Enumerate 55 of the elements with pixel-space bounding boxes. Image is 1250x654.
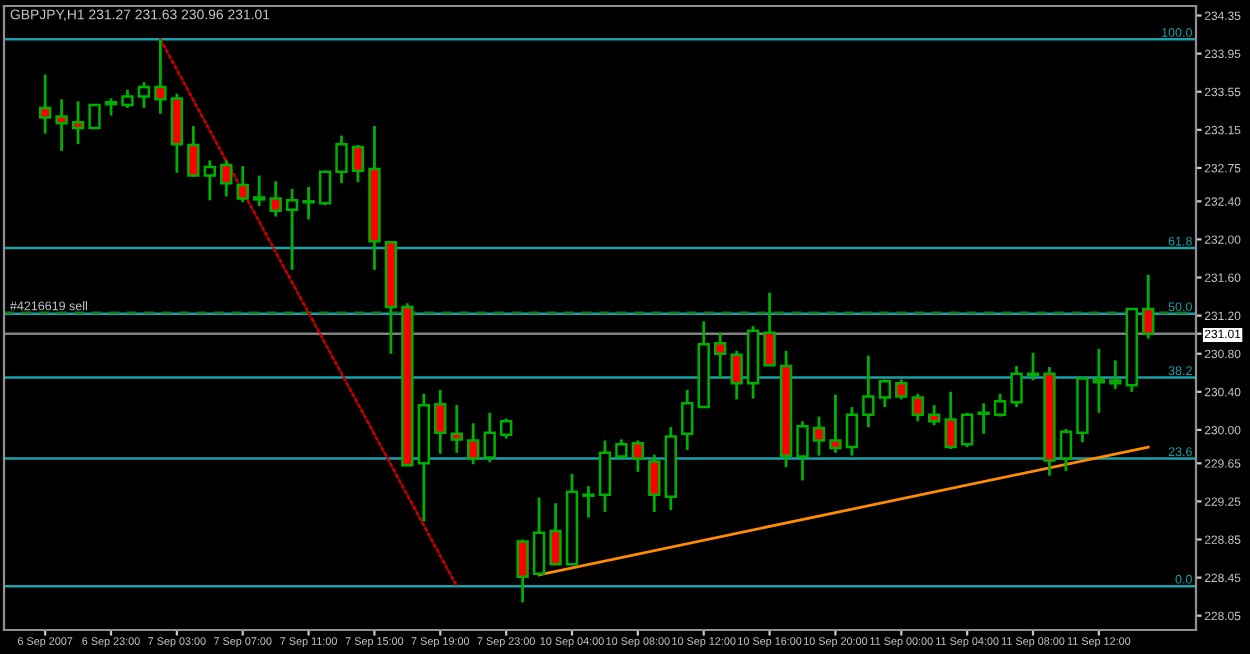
candlestick: [615, 438, 628, 459]
candlestick: [960, 411, 974, 449]
candlestick: [55, 97, 68, 153]
candlestick: [730, 349, 743, 401]
candlestick: [88, 103, 101, 130]
candlestick: [121, 88, 134, 110]
candlestick: [335, 134, 348, 185]
candlestick: [236, 164, 249, 204]
candlestick: [71, 99, 85, 146]
candlestick: [302, 185, 315, 221]
candlestick: [516, 538, 529, 604]
candlestick: [1109, 359, 1122, 391]
candlestick: [170, 92, 184, 175]
candlestick: [862, 354, 875, 429]
candlestick: [499, 417, 513, 440]
candlestick: [483, 411, 496, 464]
candlestick: [187, 124, 200, 178]
candlestick: [467, 421, 480, 466]
candlestick: [549, 501, 562, 567]
candlestick: [1142, 273, 1155, 340]
candlestick: [137, 80, 151, 110]
candlestick: [253, 174, 266, 208]
candlestick: [631, 439, 645, 474]
candlestick: [714, 331, 727, 380]
candlestick: [154, 37, 167, 116]
candlestick: [203, 158, 216, 202]
candlestick: [796, 419, 809, 482]
candlestick: [681, 388, 694, 452]
candlestick: [878, 378, 892, 409]
candlestick: [944, 390, 957, 451]
candlestick: [648, 453, 661, 514]
candlestick: [1059, 427, 1073, 473]
candlestick: [829, 393, 842, 455]
candlestick: [1092, 347, 1106, 415]
candlestick: [450, 403, 463, 455]
candlestick: [911, 392, 924, 423]
candlestick: [928, 403, 941, 427]
candlestick: [895, 378, 908, 401]
candlestick: [269, 179, 282, 218]
candlestick: [763, 291, 776, 368]
candlestick: [1026, 351, 1040, 382]
candlestick: [38, 73, 52, 136]
candlestick: [977, 401, 990, 436]
candlestick: [993, 392, 1007, 418]
candlestick: [812, 415, 826, 458]
candlestick: [434, 388, 447, 456]
candlestick: [1010, 364, 1023, 409]
candlestick: [845, 405, 859, 458]
candlestick: [351, 143, 365, 184]
candlestick: [582, 484, 595, 519]
candlestick: [318, 169, 332, 207]
candlestick: [598, 439, 612, 514]
candlestick: [532, 496, 546, 578]
candlestick: [285, 187, 299, 272]
candlestick: [220, 158, 233, 198]
